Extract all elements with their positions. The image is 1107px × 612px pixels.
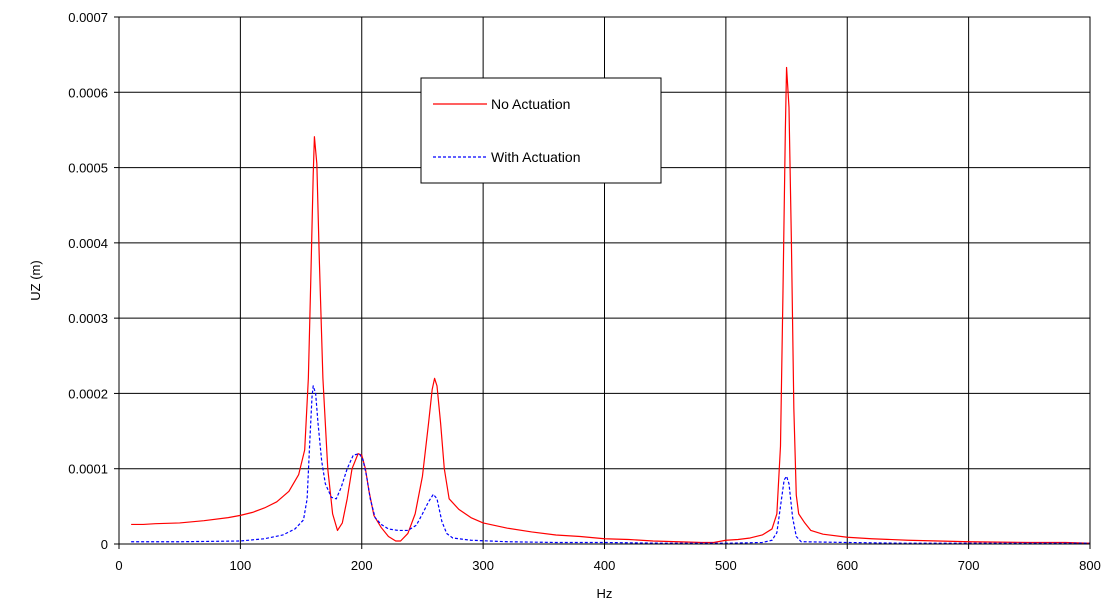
x-tick-label: 100 [230, 558, 252, 573]
series-layer [131, 66, 1091, 544]
x-tick-label: 300 [472, 558, 494, 573]
y-tick-label: 0.0001 [68, 462, 108, 477]
y-tick-label: 0.0003 [68, 311, 108, 326]
axis-ticks: 0 100 200 300 400 500 600 700 800 0 0.0001 0.0002 0.… [68, 10, 1101, 573]
x-tick-label: 400 [594, 558, 616, 573]
y-tick-label: 0.0005 [68, 161, 108, 176]
x-tick-label: 800 [1079, 558, 1101, 573]
y-tick-label: 0.0002 [68, 386, 108, 401]
y-axis-title: UZ (m) [28, 260, 43, 300]
x-axis-title: Hz [597, 586, 613, 601]
legend: No Actuation With Actuation [420, 77, 662, 184]
legend-label-no-actuation: No Actuation [491, 96, 570, 112]
series-line-with-actuation [131, 385, 1090, 544]
y-tick-label: 0.0004 [68, 236, 108, 251]
x-tick-label: 700 [958, 558, 980, 573]
x-tick-label: 0 [115, 558, 122, 573]
x-tick-label: 600 [836, 558, 858, 573]
legend-box [420, 77, 662, 184]
legend-label-with-actuation: With Actuation [491, 149, 581, 165]
x-tick-label: 500 [715, 558, 737, 573]
series-line-no-actuation [131, 66, 1091, 544]
y-tick-label: 0.0006 [68, 85, 108, 100]
y-tick-label: 0.0007 [68, 10, 108, 25]
y-tick-label: 0 [101, 537, 108, 552]
x-tick-label: 200 [351, 558, 373, 573]
